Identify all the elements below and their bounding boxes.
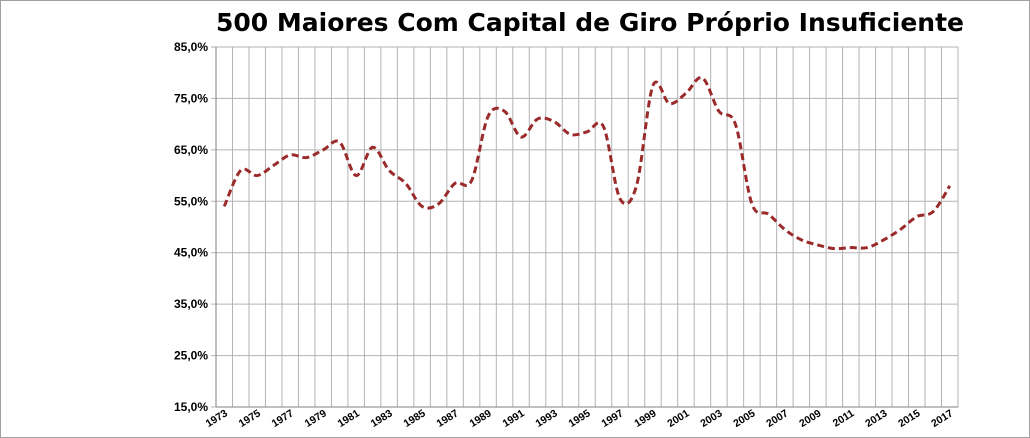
- data-point: [454, 182, 456, 184]
- data-point: [899, 228, 901, 230]
- x-tick-label: 2017: [929, 407, 955, 430]
- data-point: [602, 126, 604, 128]
- x-tick-label: 1989: [467, 407, 493, 430]
- x-tick-label: 2001: [665, 407, 691, 430]
- data-point: [734, 123, 736, 125]
- x-tick-label: 1985: [402, 407, 428, 430]
- x-tick-label: 1977: [270, 407, 296, 430]
- x-tick-label: 2005: [731, 407, 757, 430]
- data-point: [569, 133, 571, 135]
- y-tick-label: 35,0%: [174, 297, 208, 311]
- data-point: [437, 203, 439, 205]
- grid-lines: [211, 46, 959, 408]
- series-line: [222, 76, 952, 251]
- data-point: [668, 102, 670, 104]
- x-tick-label: 1979: [303, 407, 329, 430]
- data-point: [635, 185, 637, 187]
- data-point: [322, 149, 324, 151]
- x-tick-label: 1997: [599, 407, 625, 430]
- data-point: [355, 174, 357, 176]
- data-point: [388, 169, 390, 171]
- data-point: [767, 213, 769, 215]
- data-point: [701, 77, 703, 79]
- data-point: [421, 205, 423, 207]
- data-point: [932, 210, 934, 212]
- data-point: [404, 182, 406, 184]
- data-point: [240, 169, 242, 171]
- data-point: [652, 84, 654, 86]
- data-point: [338, 141, 340, 143]
- data-point: [256, 174, 258, 176]
- x-tick-label: 2007: [764, 407, 790, 430]
- x-tick-label: 1981: [336, 407, 362, 430]
- data-point: [833, 247, 835, 249]
- data-point: [949, 185, 951, 187]
- y-tick-label: 25,0%: [174, 349, 208, 363]
- data-point: [470, 180, 472, 182]
- data-point: [503, 110, 505, 112]
- y-tick-label: 65,0%: [174, 143, 208, 157]
- x-tick-label: 1991: [500, 407, 526, 430]
- x-tick-label: 1975: [237, 407, 263, 430]
- data-point: [586, 131, 588, 133]
- y-tick-label: 75,0%: [174, 91, 208, 105]
- data-point: [289, 154, 291, 156]
- data-point: [817, 244, 819, 246]
- data-point: [305, 156, 307, 158]
- x-tick-label: 2003: [698, 407, 724, 430]
- data-point: [800, 239, 802, 241]
- data-point: [685, 92, 687, 94]
- y-tick-label: 15,0%: [174, 400, 208, 414]
- data-point: [273, 164, 275, 166]
- data-point: [866, 246, 868, 248]
- data-point: [536, 118, 538, 120]
- x-tick-label: 1983: [369, 407, 395, 430]
- x-tick-label: 2013: [863, 407, 889, 430]
- y-tick-label: 45,0%: [174, 246, 208, 260]
- data-point: [883, 239, 885, 241]
- data-point: [520, 136, 522, 138]
- x-axis-ticks: 1973 1975 1977 1979 1981 1983 1985 1987 1989 1991…: [204, 407, 956, 430]
- data-point: [784, 228, 786, 230]
- y-tick-label: 85,0%: [174, 40, 208, 54]
- data-point: [718, 110, 720, 112]
- chart-axes: [215, 47, 958, 408]
- y-tick-label: 55,0%: [174, 194, 208, 208]
- series-layer: [222, 76, 952, 251]
- chart-title: 500 Maiores Com Capital de Giro Próprio …: [215, 8, 964, 37]
- data-point: [850, 246, 852, 248]
- data-point: [751, 203, 753, 205]
- data-point: [487, 115, 489, 117]
- x-tick-label: 2015: [896, 407, 922, 430]
- data-point: [619, 198, 621, 200]
- y-axis-ticks: 15,0% 25,0% 35,0% 45,0% 55,0% 65,0% 75,0% 85,0%: [174, 40, 208, 414]
- x-tick-label: 1995: [566, 407, 592, 430]
- data-point: [553, 120, 555, 122]
- data-point: [916, 216, 918, 218]
- x-tick-label: 2009: [797, 407, 823, 430]
- x-tick-label: 1993: [533, 407, 559, 430]
- x-tick-label: 2011: [831, 407, 857, 429]
- data-point: [371, 146, 373, 148]
- x-tick-label: 1999: [632, 407, 658, 430]
- data-point: [223, 205, 225, 207]
- x-tick-label: 1987: [435, 407, 461, 430]
